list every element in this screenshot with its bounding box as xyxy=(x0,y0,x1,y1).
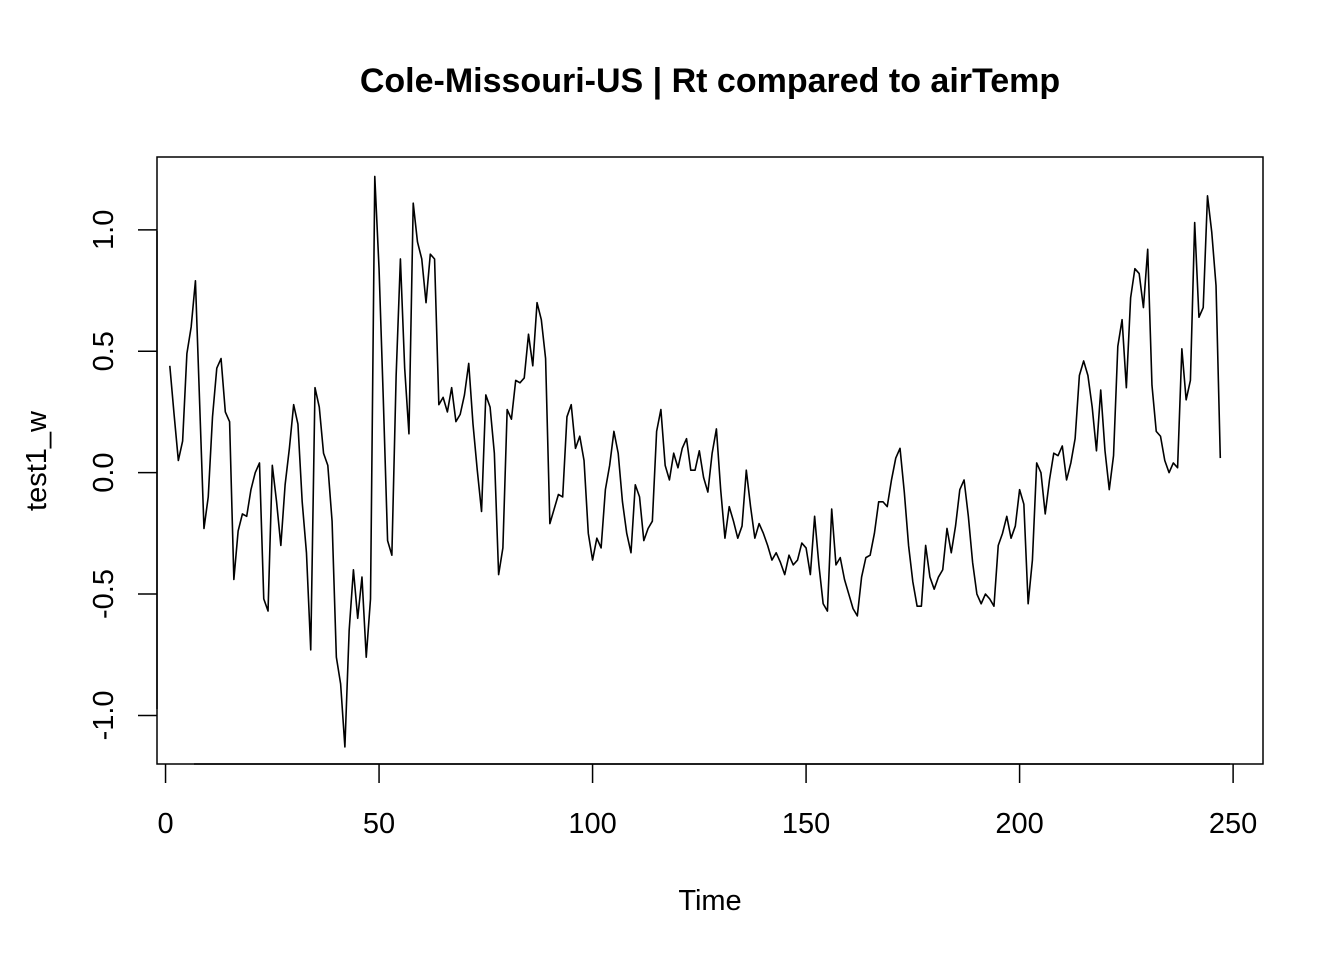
x-tick-label: 250 xyxy=(1209,808,1257,840)
series-line xyxy=(169,175,1222,748)
y-tick-label: -0.5 xyxy=(88,569,120,619)
x-tick-label: 100 xyxy=(568,808,616,840)
plot-frame xyxy=(156,156,1264,765)
y-axis-label: test1_w xyxy=(21,410,53,511)
series-layer xyxy=(169,175,1222,748)
x-tick-label: 0 xyxy=(157,808,173,840)
y-tick-label: 0.5 xyxy=(88,331,120,371)
y-tick-label: 1.0 xyxy=(88,210,120,250)
chart-title: Cole-Missouri-US | Rt compared to airTem… xyxy=(360,62,1060,100)
x-tick-label: 200 xyxy=(995,808,1043,840)
x-tick-label: 50 xyxy=(363,808,395,840)
x-axis: 0 50 100 150 200 250 xyxy=(157,763,1257,840)
y-axis: -1.0 -0.5 0.0 0.5 1.0 xyxy=(88,210,158,740)
x-axis-label: Time xyxy=(678,885,741,917)
x-tick-label: 150 xyxy=(782,808,830,840)
y-tick-label: -1.0 xyxy=(88,690,120,740)
y-tick-label: 0.0 xyxy=(88,452,120,492)
